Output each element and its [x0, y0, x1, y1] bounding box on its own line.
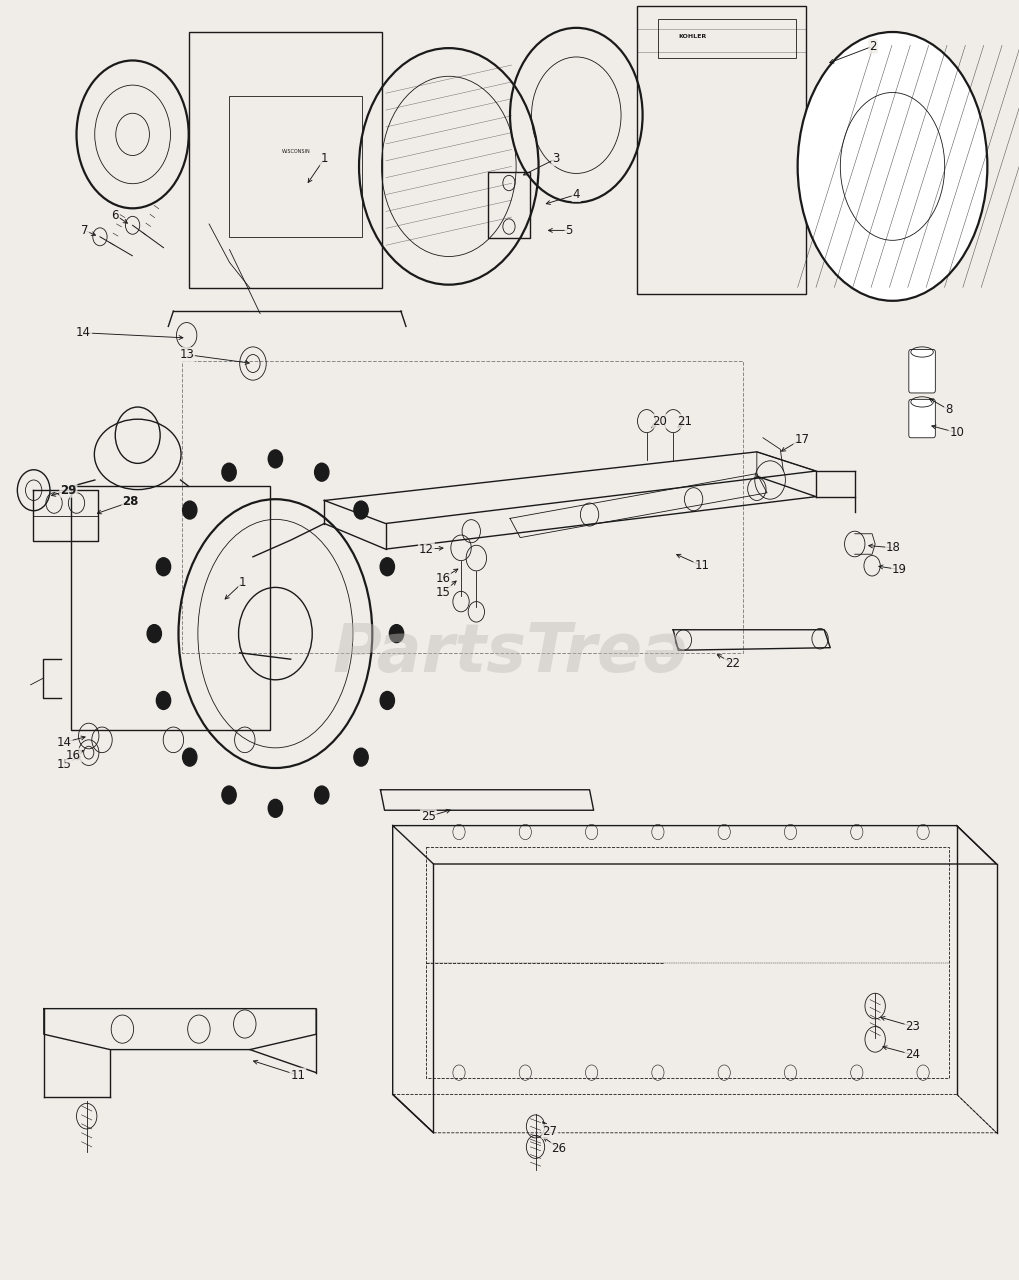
Circle shape — [268, 799, 282, 818]
Circle shape — [314, 786, 328, 804]
Circle shape — [156, 691, 170, 709]
Text: 8: 8 — [944, 403, 952, 416]
Text: 1: 1 — [238, 576, 247, 589]
Text: 22: 22 — [725, 657, 739, 669]
Text: 14: 14 — [76, 326, 91, 339]
Ellipse shape — [797, 32, 986, 301]
Text: 15: 15 — [57, 758, 71, 771]
Text: 1: 1 — [320, 152, 328, 165]
Circle shape — [147, 625, 161, 643]
Text: 4: 4 — [572, 188, 580, 201]
Text: 20: 20 — [652, 415, 666, 428]
Circle shape — [354, 749, 368, 767]
Text: 24: 24 — [905, 1048, 919, 1061]
Circle shape — [380, 691, 394, 709]
Circle shape — [222, 463, 236, 481]
Circle shape — [182, 749, 197, 767]
Circle shape — [182, 500, 197, 518]
Circle shape — [389, 625, 404, 643]
Text: 7: 7 — [81, 224, 89, 237]
Circle shape — [156, 558, 170, 576]
Text: 3: 3 — [551, 152, 559, 165]
Text: 16: 16 — [66, 749, 81, 762]
Circle shape — [380, 558, 394, 576]
Text: 17: 17 — [794, 433, 808, 445]
Circle shape — [268, 451, 282, 468]
Text: PartsTreǝ: PartsTreǝ — [332, 620, 687, 686]
Text: 26: 26 — [551, 1142, 566, 1155]
Text: 13: 13 — [179, 348, 194, 361]
Circle shape — [354, 500, 368, 518]
Text: 11: 11 — [694, 559, 708, 572]
Text: 23: 23 — [905, 1020, 919, 1033]
Text: 14: 14 — [57, 736, 71, 749]
Text: 15: 15 — [435, 586, 449, 599]
Text: KOHLER: KOHLER — [678, 35, 706, 40]
Text: 11: 11 — [290, 1069, 305, 1082]
Circle shape — [314, 463, 328, 481]
Text: 28: 28 — [122, 495, 139, 508]
Text: 27: 27 — [542, 1125, 556, 1138]
Text: WISCONSIN: WISCONSIN — [281, 148, 310, 154]
Text: 16: 16 — [435, 572, 449, 585]
Text: 19: 19 — [892, 563, 906, 576]
Text: 21: 21 — [677, 415, 691, 428]
Text: 5: 5 — [565, 224, 573, 237]
Circle shape — [222, 786, 236, 804]
Text: 6: 6 — [111, 209, 119, 221]
Text: 18: 18 — [886, 541, 900, 554]
Text: 25: 25 — [421, 810, 435, 823]
Text: 2: 2 — [868, 40, 876, 52]
FancyBboxPatch shape — [908, 349, 934, 393]
Text: 29: 29 — [60, 484, 76, 497]
FancyBboxPatch shape — [908, 399, 934, 438]
Text: 10: 10 — [949, 426, 963, 439]
Text: 12: 12 — [419, 543, 433, 556]
